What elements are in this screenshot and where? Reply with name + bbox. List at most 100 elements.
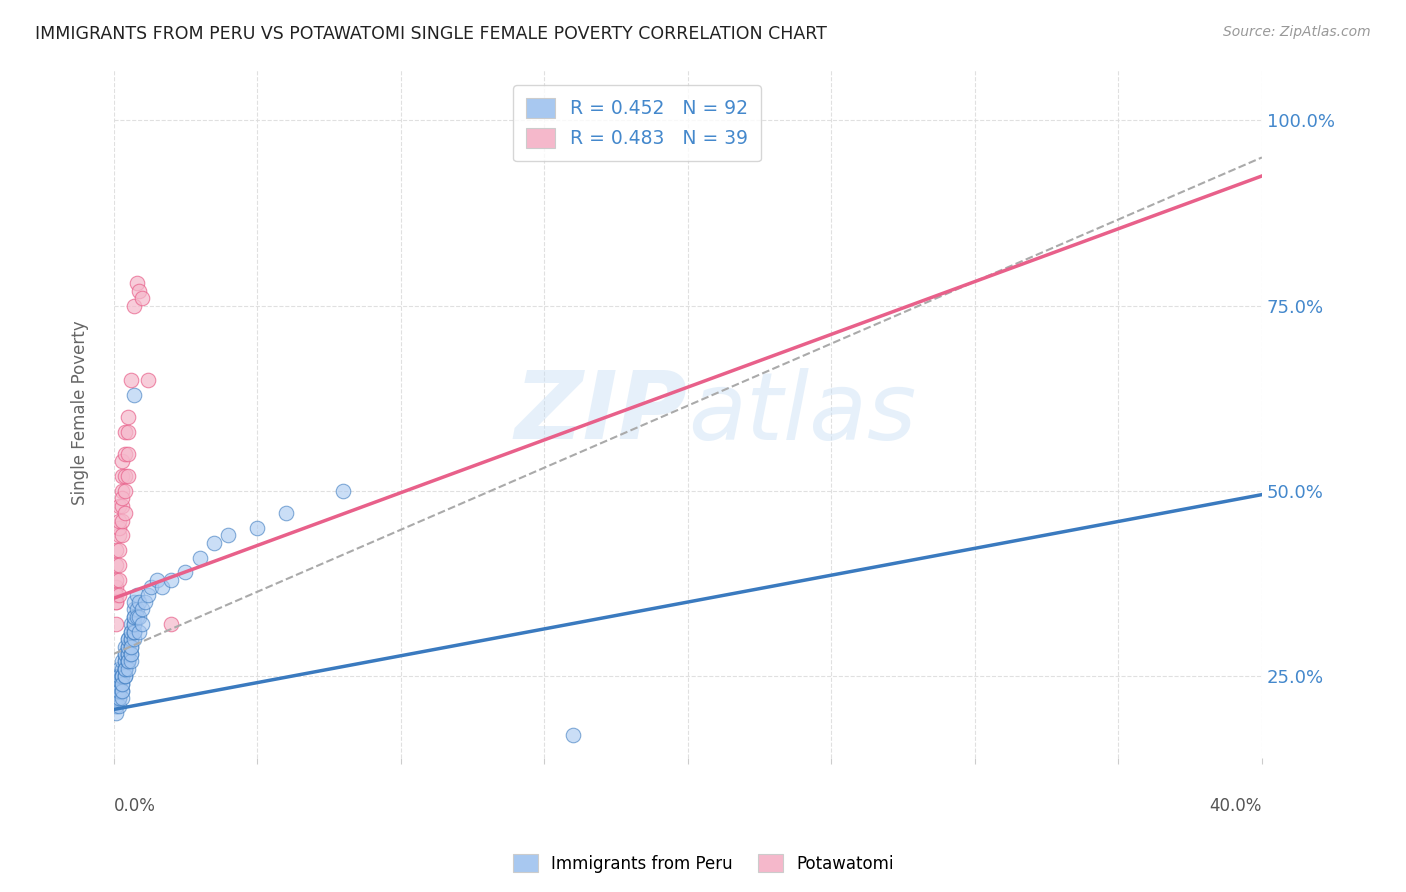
Point [122,595,145,609]
Point [111,662,134,676]
Point [332,483,354,498]
Point [108,499,131,513]
Point [122,632,145,646]
Point [105,691,128,706]
Point [128,610,150,624]
Point [136,588,159,602]
Point [120,640,142,654]
Point [117,409,139,424]
Point [105,691,128,706]
Point [111,483,134,498]
Point [122,624,145,639]
Point [108,528,131,542]
Point [131,602,153,616]
Text: 0.0%: 0.0% [114,797,156,814]
Point [105,706,128,721]
Point [117,640,139,654]
Point [150,580,173,594]
Point [122,617,145,632]
Point [120,647,142,661]
Point [117,662,139,676]
Point [108,669,131,683]
Point [136,373,159,387]
Point [114,469,136,483]
Point [114,669,136,683]
Point [114,662,136,676]
Point [108,676,131,690]
Legend: R = 0.452   N = 92, R = 0.483   N = 39: R = 0.452 N = 92, R = 0.483 N = 39 [513,85,761,161]
Point [108,573,131,587]
Point [108,676,131,690]
Point [105,595,128,609]
Point [114,483,136,498]
Point [131,291,153,305]
Point [114,654,136,668]
Point [105,684,128,698]
Point [108,521,131,535]
Point [108,669,131,683]
Point [160,573,183,587]
Text: Source: ZipAtlas.com: Source: ZipAtlas.com [1223,25,1371,39]
Point [114,425,136,439]
Point [114,506,136,520]
Point [120,624,142,639]
Point [120,654,142,668]
Point [122,617,145,632]
Point [117,447,139,461]
Point [128,595,150,609]
Point [111,491,134,506]
Point [111,514,134,528]
Point [122,299,145,313]
Point [114,654,136,668]
Point [131,617,153,632]
Point [114,447,136,461]
Point [108,698,131,713]
Text: atlas: atlas [688,368,915,458]
Point [111,684,134,698]
Point [108,588,131,602]
Y-axis label: Single Female Poverty: Single Female Poverty [72,321,89,506]
Point [134,595,156,609]
Text: ZIP: ZIP [515,368,688,459]
Point [117,632,139,646]
Point [114,662,136,676]
Point [117,647,139,661]
Point [128,284,150,298]
Point [188,550,211,565]
Point [122,624,145,639]
Point [111,669,134,683]
Point [117,632,139,646]
Point [105,617,128,632]
Point [105,676,128,690]
Legend: Immigrants from Peru, Potawatomi: Immigrants from Peru, Potawatomi [506,847,900,880]
Point [105,588,128,602]
Point [120,373,142,387]
Point [145,573,167,587]
Point [105,573,128,587]
Point [111,669,134,683]
Point [111,528,134,542]
Point [111,676,134,690]
Point [117,654,139,668]
Point [114,662,136,676]
Point [108,558,131,572]
Point [105,580,128,594]
Point [111,684,134,698]
Point [111,669,134,683]
Point [105,669,128,683]
Point [117,654,139,668]
Point [217,528,239,542]
Point [125,277,148,291]
Point [122,602,145,616]
Point [120,624,142,639]
Point [274,506,297,520]
Point [117,640,139,654]
Point [114,647,136,661]
Point [108,684,131,698]
Point [125,602,148,616]
Point [111,691,134,706]
Point [120,632,142,646]
Point [108,691,131,706]
Point [105,558,128,572]
Point [114,647,136,661]
